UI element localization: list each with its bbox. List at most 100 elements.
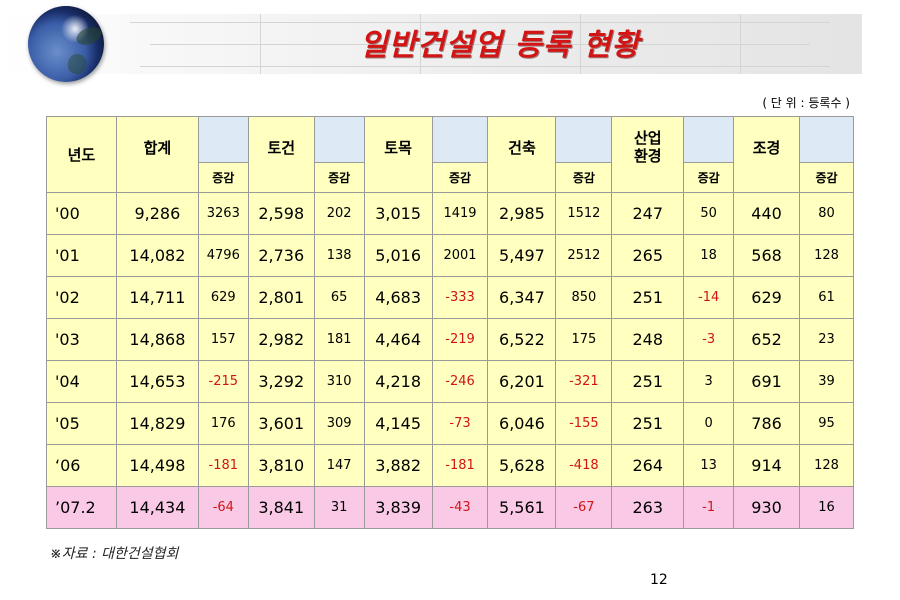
cell-civil-arch: 3,841 [247,486,315,529]
cell-industrial: 263 [611,486,685,529]
header-gap [683,116,735,163]
cell-civil-change: -181 [431,444,489,487]
cell-year: ’07.2 [46,486,117,529]
cell-industrial: 251 [611,402,685,445]
map-line [130,22,830,23]
map-line [420,14,421,74]
cell-total-change: -64 [197,486,249,529]
header-change: 증감 [431,162,489,193]
header-gap [313,116,365,163]
cell-landscape-change: 128 [798,234,855,277]
cell-landscape-change: 23 [798,318,855,361]
cell-landscape: 440 [733,192,800,235]
cell-year: '05 [46,402,117,445]
cell-landscape: 930 [733,486,800,529]
cell-civil-arch-change: 147 [313,444,365,487]
header-band [0,14,862,74]
cell-industrial-change: -14 [683,276,735,319]
cell-civil-change: -219 [431,318,489,361]
cell-landscape: 652 [733,318,800,361]
cell-building-change: 1512 [555,192,613,235]
page-title: 일반건설업 등록 현황 [359,28,641,63]
header-change: 증감 [197,162,249,193]
cell-landscape-change: 128 [798,444,855,487]
cell-civil-change: 1419 [431,192,489,235]
cell-building: 6,046 [487,402,557,445]
cell-total: 9,286 [115,192,199,235]
cell-building-change: -321 [555,360,613,403]
table-row: '00 9,286 3263 2,598 202 3,015 1419 2,98… [46,192,855,235]
cell-industrial: 247 [611,192,685,235]
map-line [140,66,830,67]
cell-landscape: 629 [733,276,800,319]
cell-landscape-change: 16 [798,486,855,529]
cell-civil-arch-change: 309 [313,402,365,445]
cell-total: 14,868 [115,318,199,361]
cell-total-change: 3263 [197,192,249,235]
cell-civil-change: -333 [431,276,489,319]
cell-civil-change: -246 [431,360,489,403]
cell-industrial-change: 18 [683,234,735,277]
cell-building: 5,497 [487,234,557,277]
cell-total-change: 157 [197,318,249,361]
cell-civil-arch-change: 181 [313,318,365,361]
cell-industrial: 251 [611,360,685,403]
table-row-highlighted: ’07.2 14,434 -64 3,841 31 3,839 -43 5,56… [46,486,855,529]
cell-civil-arch-change: 65 [313,276,365,319]
map-line [580,14,581,74]
header-gap [798,116,855,163]
cell-total: 14,082 [115,234,199,277]
unit-note: ( 단 위 : 등록수 ) [762,96,850,110]
cell-year: '03 [46,318,117,361]
cell-industrial: 251 [611,276,685,319]
cell-landscape: 691 [733,360,800,403]
cell-civil-arch: 2,801 [247,276,315,319]
cell-civil-change: -73 [431,402,489,445]
cell-year: ‘06 [46,444,117,487]
cell-building-change: 2512 [555,234,613,277]
header-total: 합계 [115,116,199,193]
header-change: 증감 [313,162,365,193]
source-note: ※자료 : 대한건설협회 [50,546,179,562]
cell-industrial-change: 13 [683,444,735,487]
map-line [150,44,810,45]
cell-civil-change: -43 [431,486,489,529]
cell-total-change: 629 [197,276,249,319]
cell-building-change: 850 [555,276,613,319]
cell-building-change: 175 [555,318,613,361]
cell-industrial-change: -3 [683,318,735,361]
cell-civil-arch: 3,292 [247,360,315,403]
cell-civil-arch: 2,598 [247,192,315,235]
header-change: 증감 [798,162,855,193]
cell-total: 14,434 [115,486,199,529]
header-gap [197,116,249,163]
table-row: '04 14,653 -215 3,292 310 4,218 -246 6,2… [46,360,855,403]
cell-civil: 3,882 [363,444,433,487]
cell-building-change: -67 [555,486,613,529]
cell-civil: 3,839 [363,486,433,529]
cell-civil: 4,218 [363,360,433,403]
cell-landscape-change: 61 [798,276,855,319]
cell-civil-arch-change: 202 [313,192,365,235]
cell-civil: 5,016 [363,234,433,277]
cell-total-change: -215 [197,360,249,403]
cell-total-change: 176 [197,402,249,445]
cell-year: '04 [46,360,117,403]
cell-industrial-change: 0 [683,402,735,445]
cell-total: 14,711 [115,276,199,319]
cell-civil: 3,015 [363,192,433,235]
cell-building: 6,201 [487,360,557,403]
header-change: 증감 [555,162,613,193]
cell-civil-arch: 2,736 [247,234,315,277]
header-change: 증감 [683,162,735,193]
header-year: 년도 [46,116,117,193]
cell-civil-arch-change: 310 [313,360,365,403]
cell-industrial: 248 [611,318,685,361]
cell-landscape: 786 [733,402,800,445]
cell-year: '01 [46,234,117,277]
cell-landscape-change: 80 [798,192,855,235]
cell-building: 5,628 [487,444,557,487]
cell-civil-arch: 3,601 [247,402,315,445]
cell-civil-arch: 3,810 [247,444,315,487]
cell-building: 6,347 [487,276,557,319]
